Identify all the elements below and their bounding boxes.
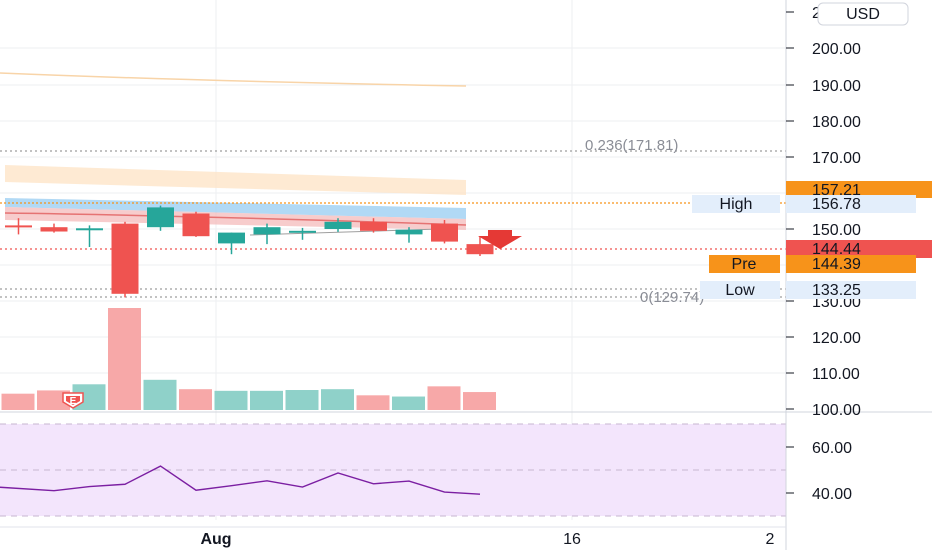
candle-body bbox=[147, 207, 174, 228]
time-tick-aug: Aug bbox=[200, 531, 231, 548]
candle-body bbox=[431, 223, 458, 242]
ribbon-band-orange bbox=[5, 165, 466, 195]
candle-body bbox=[111, 223, 139, 294]
price-tick-190: 190.00 bbox=[812, 78, 861, 95]
volume-bar bbox=[250, 390, 283, 410]
candle-body bbox=[253, 227, 281, 235]
earnings-badge[interactable]: E bbox=[62, 392, 84, 409]
volume-bar bbox=[321, 389, 354, 410]
volume-bar bbox=[1, 393, 35, 410]
price-tick-100: 100.00 bbox=[812, 402, 861, 419]
candle bbox=[182, 211, 210, 237]
fib-label-lower: 0(129.74) bbox=[640, 289, 704, 306]
candle bbox=[111, 221, 139, 298]
svg-text:144.44: 144.44 bbox=[812, 241, 861, 258]
moving-average-line-red bbox=[4, 212, 467, 226]
candle bbox=[395, 227, 423, 243]
candle-body bbox=[218, 232, 245, 244]
candle bbox=[466, 236, 494, 256]
price-tick-top: 2 bbox=[812, 5, 821, 22]
price-tick-110: 110.00 bbox=[812, 366, 860, 383]
svg-text:133.25: 133.25 bbox=[812, 282, 861, 299]
candle bbox=[40, 223, 68, 233]
volume-bar bbox=[463, 392, 496, 410]
svg-text:High: High bbox=[720, 196, 753, 213]
price-tick-200: 200.00 bbox=[812, 41, 861, 58]
candlesticks bbox=[5, 205, 494, 298]
moving-average-line-upper bbox=[0, 72, 467, 87]
volume-bar bbox=[214, 390, 248, 410]
close-price-badge: 157.21 bbox=[786, 181, 932, 199]
volume-bar bbox=[143, 379, 177, 410]
candle-body bbox=[324, 221, 352, 229]
volume-bar bbox=[37, 390, 70, 410]
candle bbox=[147, 205, 174, 231]
candle-body bbox=[5, 225, 32, 228]
volume-bars bbox=[1, 308, 496, 410]
candle bbox=[76, 225, 103, 247]
rsi-tick-60: 60.00 bbox=[812, 440, 852, 457]
rsi-indicator bbox=[0, 465, 481, 495]
price-tick-170: 170.00 bbox=[812, 150, 861, 167]
currency-button[interactable]: USD bbox=[817, 2, 909, 26]
down-arrow-icon bbox=[478, 230, 522, 249]
svg-text:Pre: Pre bbox=[732, 256, 757, 273]
candle bbox=[218, 232, 245, 255]
candle-body bbox=[360, 221, 387, 231]
candle-body bbox=[182, 213, 210, 237]
rsi-tick-40: 40.00 bbox=[812, 486, 852, 503]
fib-label-upper: 0.236(171.81) bbox=[585, 137, 678, 154]
last-price-badge: 144.44 bbox=[786, 240, 932, 258]
candle-body bbox=[466, 244, 494, 255]
high-price-badge: High 156.78 bbox=[692, 195, 916, 213]
svg-text:Low: Low bbox=[725, 282, 755, 299]
price-tick-150: 150.00 bbox=[812, 222, 861, 239]
volume-bar bbox=[392, 396, 425, 410]
price-tick-180: 180.00 bbox=[812, 114, 861, 131]
rsi-band-lines bbox=[0, 423, 786, 517]
volume-bar bbox=[285, 390, 319, 410]
pre-market-badge: Pre 144.39 bbox=[709, 255, 916, 273]
rsi-background bbox=[0, 424, 786, 516]
candle bbox=[431, 220, 458, 244]
candle bbox=[253, 223, 281, 245]
volume-bar bbox=[427, 386, 461, 410]
candle-body bbox=[395, 229, 423, 235]
time-tick-2: 2 bbox=[766, 531, 775, 548]
svg-text:E: E bbox=[70, 396, 77, 407]
svg-text:157.21: 157.21 bbox=[812, 182, 861, 199]
candle bbox=[360, 218, 387, 233]
currency-label: USD bbox=[846, 6, 880, 23]
svg-text:156.78: 156.78 bbox=[812, 196, 861, 213]
candle-body bbox=[40, 227, 68, 232]
rsi-line bbox=[0, 465, 481, 495]
svg-text:144.39: 144.39 bbox=[812, 256, 861, 273]
candle bbox=[5, 218, 32, 235]
price-tick-120: 120.00 bbox=[812, 330, 861, 347]
time-tick-16: 16 bbox=[563, 531, 581, 548]
volume-bar bbox=[356, 395, 390, 410]
volume-bar bbox=[179, 389, 212, 410]
price-axis-ticks bbox=[786, 11, 794, 494]
candle bbox=[289, 227, 316, 240]
candle bbox=[324, 218, 352, 232]
low-price-badge: Low 133.25 bbox=[700, 281, 916, 299]
candle-body bbox=[289, 230, 316, 233]
volume-bar bbox=[108, 308, 141, 410]
candle-body bbox=[76, 228, 103, 231]
